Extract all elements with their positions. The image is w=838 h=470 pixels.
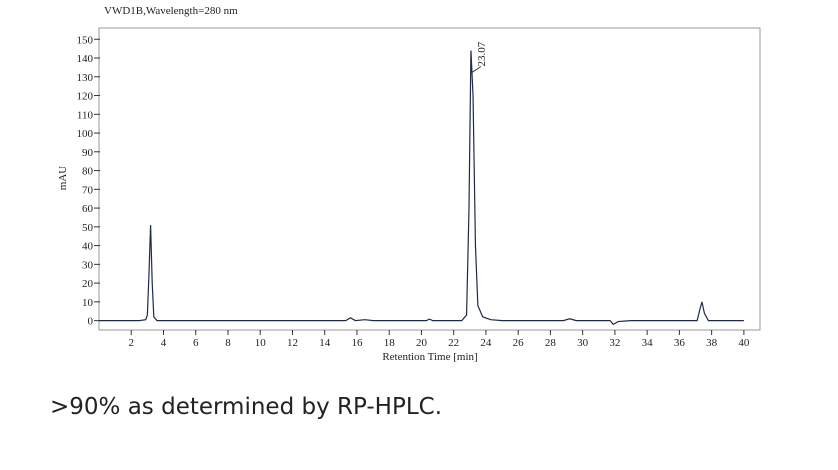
x-tick-label: 34: [642, 337, 654, 349]
y-tick-label: 50: [82, 222, 94, 234]
x-axis-label: Retention Time [min]: [382, 351, 477, 363]
y-tick-label: 0: [88, 316, 94, 328]
x-tick-label: 14: [319, 337, 331, 349]
x-tick-label: 12: [287, 337, 298, 349]
chart-title: VWD1B,Wavelength=280 nm: [104, 5, 238, 17]
x-tick-label: 38: [706, 337, 718, 349]
x-tick-label: 26: [513, 337, 525, 349]
y-tick-label: 120: [77, 91, 94, 103]
y-tick-label: 80: [82, 166, 94, 178]
peak-label: 23.07: [476, 41, 488, 66]
y-tick-label: 150: [77, 34, 94, 46]
x-tick-label: 16: [351, 337, 363, 349]
y-tick-label: 100: [77, 128, 94, 140]
y-tick-label: 130: [77, 72, 94, 84]
peak-marker: [471, 66, 482, 73]
x-tick-label: 10: [255, 337, 267, 349]
x-tick-label: 24: [480, 337, 492, 349]
x-tick-label: 36: [674, 337, 686, 349]
x-tick-label: 32: [609, 337, 620, 349]
plot-frame: [98, 27, 761, 331]
y-tick-label: 140: [77, 53, 94, 65]
y-tick-label: 60: [82, 203, 94, 215]
y-axis-label: mAU: [57, 166, 69, 191]
x-tick-label: 20: [416, 337, 428, 349]
caption: >90% as determined by RP-HPLC.: [50, 394, 443, 420]
x-tick-label: 30: [577, 337, 589, 349]
x-tick-label: 8: [225, 337, 231, 349]
y-tick-label: 20: [82, 278, 94, 290]
y-tick-label: 70: [82, 184, 94, 196]
x-tick-label: 18: [384, 337, 396, 349]
y-tick-label: 90: [82, 147, 94, 159]
y-tick-label: 30: [82, 259, 94, 271]
chart: VWD1B,Wavelength=280 nm mAU Retention Ti…: [57, 5, 761, 363]
x-tick-label: 2: [128, 337, 134, 349]
x-tick-label: 4: [161, 337, 167, 349]
x-tick-label: 28: [545, 337, 557, 349]
x-tick-label: 22: [448, 337, 459, 349]
x-tick-label: 6: [193, 337, 199, 349]
y-tick-label: 110: [77, 109, 94, 121]
x-tick-label: 40: [738, 337, 750, 349]
y-tick-label: 10: [82, 297, 94, 309]
signal-line: [99, 50, 744, 326]
y-tick-label: 40: [82, 241, 94, 253]
